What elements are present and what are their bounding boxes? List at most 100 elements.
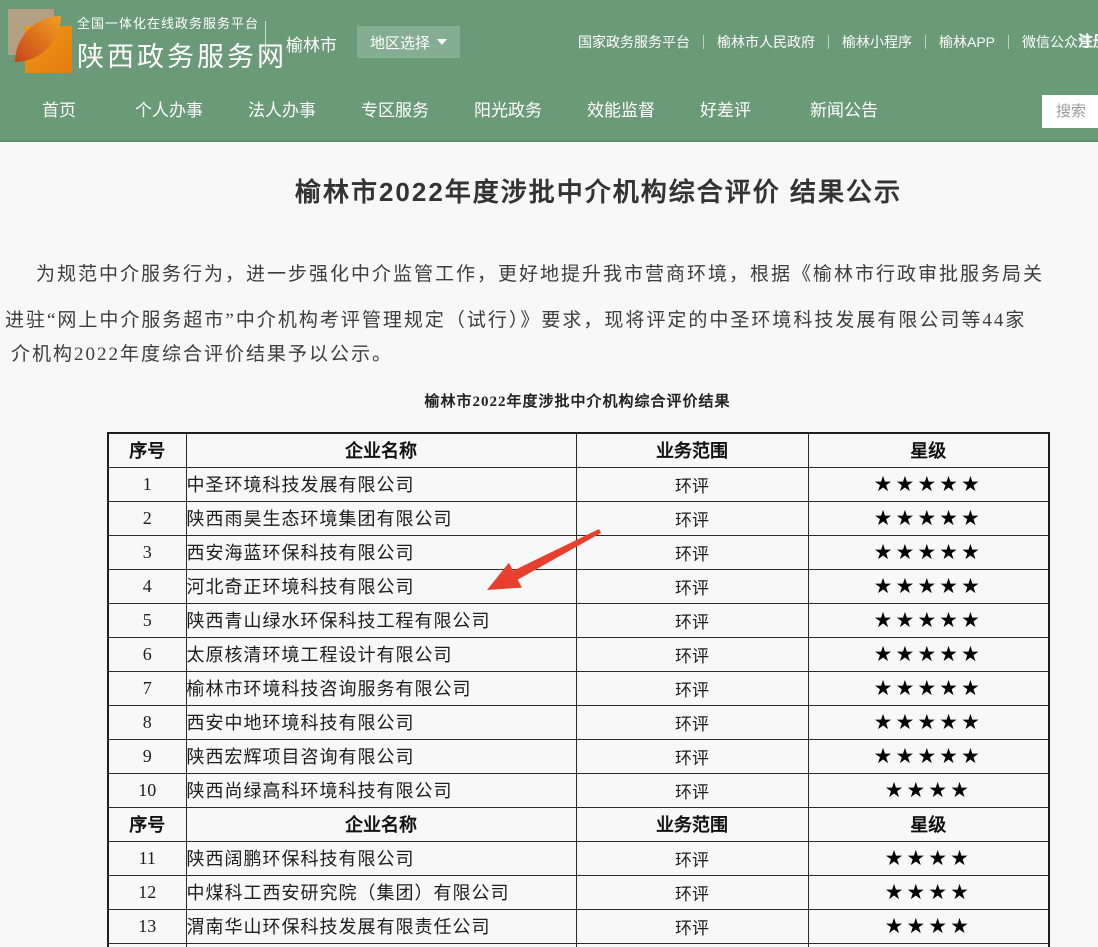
header-no: 序号 — [107, 432, 187, 468]
nav-item-legal[interactable]: 法人办事 — [248, 101, 316, 120]
page-title: 榆林市2022年度涉批中介机构综合评价 结果公示 — [294, 177, 903, 207]
main-nav: 首页 个人办事 法人办事 专区服务 阳光政务 效能监督 好差评 新闻公告 — [42, 82, 923, 142]
cell-stars: ★★★★★ — [807, 636, 1050, 672]
link-national-platform[interactable]: 国家政务服务平台 — [578, 34, 690, 50]
cell-stars: ★★★★★ — [807, 738, 1050, 774]
cell-scope: 环评 — [575, 602, 809, 638]
table-row: 5 陕西青山绿水环保科技工程有限公司 环评 ★★★★★ — [107, 602, 1050, 638]
cell-no — [107, 942, 187, 947]
cell-no: 7 — [107, 670, 187, 706]
site-logo-icon[interactable] — [8, 9, 72, 73]
table-row: 7 榆林市环境科技咨询服务有限公司 环评 ★★★★★ — [107, 670, 1050, 706]
search-input[interactable] — [1042, 95, 1098, 128]
cell-no: 3 — [107, 534, 187, 570]
notice-paragraph-line: 介机构2022年度综合评价结果予以公示。 — [11, 344, 394, 365]
header-scope: 业务范围 — [575, 432, 809, 468]
cell-name: 渭南华山环保科技发展有限责任公司 — [185, 908, 577, 944]
nav-item-news[interactable]: 新闻公告 — [810, 101, 878, 120]
link-yulin-government[interactable]: 榆林市人民政府 — [717, 34, 815, 50]
nav-item-efficiency[interactable]: 效能监督 — [587, 101, 655, 120]
cell-name: 西安海蓝环保科技有限公司 — [185, 534, 577, 570]
cell-no: 4 — [107, 568, 187, 604]
topbar-quick-links: 国家政务服务平台 榆林市人民政府 榆林小程序 榆林APP 微信公众号 — [578, 32, 1098, 52]
table-row: 13 渭南华山环保科技发展有限责任公司 环评 ★★★★ — [107, 908, 1050, 944]
table-row: 8 西安中地环境科技有限公司 环评 ★★★★★ — [107, 704, 1050, 740]
nav-item-rating[interactable]: 好差评 — [700, 101, 751, 120]
header-name: 企业名称 — [185, 806, 577, 842]
notice-document: 榆林市2022年度涉批中介机构综合评价 结果公示 为规范中介服务行为，进一步强化… — [0, 142, 1098, 947]
cell-scope: 环评 — [575, 840, 809, 876]
current-city-label: 榆林市 — [286, 36, 337, 55]
cell-scope: 环评 — [575, 772, 809, 808]
cell-name: 太原核清环境工程设计有限公司 — [185, 636, 577, 672]
cell-name: 陕西阔鹏环保科技有限公司 — [185, 840, 577, 876]
cell-scope: 环评 — [575, 568, 809, 604]
cell-scope — [575, 942, 809, 947]
site-name: 陕西政务服务网 — [77, 42, 287, 72]
platform-label: 全国一体化在线政务服务平台 — [77, 16, 260, 31]
cell-stars: ★★★★★ — [807, 568, 1050, 604]
chevron-down-icon — [437, 39, 448, 45]
cell-no: 8 — [107, 704, 187, 740]
header-stars: 星级 — [807, 806, 1050, 842]
link-divider — [703, 35, 704, 49]
header-name: 企业名称 — [185, 432, 577, 468]
register-link[interactable]: 注册 — [1078, 33, 1098, 50]
table-row: 6 太原核清环境工程设计有限公司 环评 ★★★★★ — [107, 636, 1050, 672]
cell-no: 12 — [107, 874, 187, 910]
link-divider — [1008, 35, 1010, 49]
table-row: 3 西安海蓝环保科技有限公司 环评 ★★★★★ — [107, 534, 1050, 570]
cell-stars: ★★★★★ — [807, 602, 1050, 638]
table-header-row: 序号 企业名称 业务范围 星级 — [107, 806, 1050, 842]
table-row: 1 中圣环境科技发展有限公司 环评 ★★★★★ — [107, 466, 1050, 502]
cell-scope: 环评 — [575, 874, 809, 910]
cell-stars: ★★★★★ — [807, 466, 1050, 502]
region-select-button[interactable]: 地区选择 — [357, 26, 461, 58]
cell-stars: ★★★★★ — [807, 534, 1050, 570]
cell-stars: ★★★★ — [807, 908, 1050, 944]
cell-no: 6 — [107, 636, 187, 672]
cell-stars: ★★★★★ — [807, 500, 1050, 536]
cell-scope: 环评 — [575, 500, 809, 536]
cell-name: 陕西雨昊生态环境集团有限公司 — [185, 500, 577, 536]
cell-stars: ★★★★★ — [807, 670, 1050, 706]
link-wechat-official[interactable]: 微信公众号 — [1022, 34, 1093, 50]
cell-name: 中圣环境科技发展有限公司 — [185, 466, 577, 502]
evaluation-table: 序号 企业名称 业务范围 星级 1 中圣环境科技发展有限公司 环评 ★★★★★ … — [107, 432, 1050, 947]
cell-no: 10 — [107, 772, 187, 808]
header-stars: 星级 — [807, 432, 1050, 468]
table-row-partial — [107, 942, 1050, 947]
link-divider — [828, 35, 829, 49]
table-row: 12 中煤科工西安研究院（集团）有限公司 环评 ★★★★ — [107, 874, 1050, 910]
site-header: 全国一体化在线政务服务平台 陕西政务服务网 榆林市 地区选择 国家政务服务平台 … — [0, 0, 1098, 142]
cell-name: 陕西尚绿高科环境科技有限公司 — [185, 772, 577, 808]
header-no: 序号 — [107, 806, 187, 842]
notice-paragraph-line: 为规范中介服务行为，进一步强化中介监管工作，更好地提升我市营商环境，根据《榆林市… — [36, 264, 1045, 285]
table-row: 9 陕西宏辉项目咨询有限公司 环评 ★★★★★ — [107, 738, 1050, 774]
cell-stars: ★★★★ — [807, 772, 1050, 808]
brand-divider — [265, 21, 266, 62]
cell-stars: ★★★★★ — [807, 704, 1050, 740]
cell-stars: ★★★★ — [807, 840, 1050, 876]
nav-item-sunshine[interactable]: 阳光政务 — [474, 101, 542, 120]
cell-name: 西安中地环境科技有限公司 — [185, 704, 577, 740]
cell-no: 1 — [107, 466, 187, 502]
cell-no: 5 — [107, 602, 187, 638]
nav-item-zone[interactable]: 专区服务 — [361, 101, 429, 120]
table-header-row: 序号 企业名称 业务范围 星级 — [107, 432, 1050, 468]
cell-no: 2 — [107, 500, 187, 536]
link-yulin-miniprogram[interactable]: 榆林小程序 — [842, 34, 912, 50]
cell-stars: ★★★★ — [807, 874, 1050, 910]
cell-scope: 环评 — [575, 704, 809, 740]
cell-scope: 环评 — [575, 738, 809, 774]
table-row: 2 陕西雨昊生态环境集团有限公司 环评 ★★★★★ — [107, 500, 1050, 536]
link-divider — [925, 35, 926, 49]
link-yulin-app[interactable]: 榆林APP — [939, 34, 996, 50]
table-row: 11 陕西阔鹏环保科技有限公司 环评 ★★★★ — [107, 840, 1050, 876]
table-caption: 榆林市2022年度涉批中介机构综合评价结果 — [424, 394, 731, 410]
nav-item-personal[interactable]: 个人办事 — [135, 101, 203, 120]
main-nav-band — [0, 82, 1098, 142]
cell-scope: 环评 — [575, 670, 809, 706]
cell-name: 陕西宏辉项目咨询有限公司 — [185, 738, 577, 774]
nav-item-home[interactable]: 首页 — [42, 101, 76, 120]
